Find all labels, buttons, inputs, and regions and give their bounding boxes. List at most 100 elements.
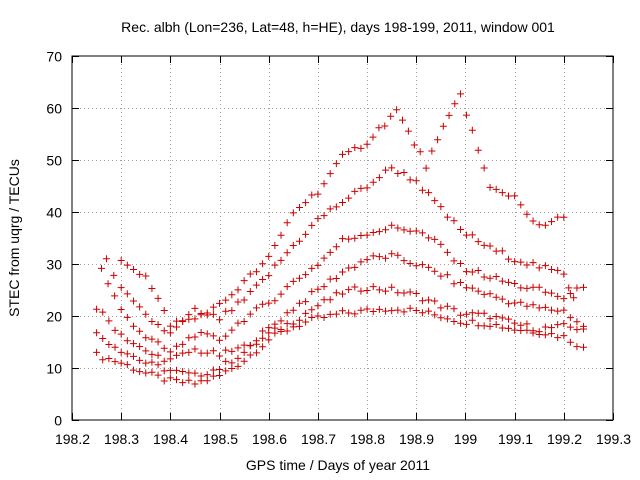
data-point: [400, 226, 408, 234]
data-point: [203, 371, 211, 379]
data-point: [326, 248, 334, 256]
data-point: [450, 305, 458, 313]
data-point: [148, 368, 156, 376]
data-point: [289, 277, 297, 285]
data-point: [486, 242, 494, 250]
data-point: [351, 263, 359, 271]
data-point: [246, 270, 254, 278]
data-point: [468, 231, 476, 239]
x-tick-label: 198.3: [104, 431, 139, 447]
data-point: [222, 357, 230, 365]
data-point: [468, 309, 476, 317]
data-point: [185, 369, 193, 377]
data-point: [123, 361, 131, 369]
data-point: [382, 287, 390, 295]
data-point: [560, 295, 568, 303]
data-point: [117, 330, 125, 338]
data-point: [412, 177, 420, 185]
data-point: [259, 300, 267, 308]
data-point: [439, 122, 447, 130]
data-point: [357, 144, 365, 152]
data-point: [209, 332, 217, 340]
data-point: [93, 329, 101, 337]
chart-title: Rec. albh (Lon=236, Lat=48, h=HE), days …: [121, 19, 555, 35]
data-point: [351, 234, 359, 242]
data-point: [185, 315, 193, 323]
y-tick-label: 70: [46, 49, 62, 65]
data-point: [295, 322, 303, 330]
data-point: [154, 338, 162, 346]
data-point: [320, 180, 328, 188]
data-point: [326, 205, 334, 213]
data-point: [394, 251, 402, 259]
data-point: [222, 346, 230, 354]
data-point: [129, 366, 137, 374]
data-point: [93, 348, 101, 356]
data-point: [222, 367, 230, 375]
data-point: [295, 299, 303, 307]
x-tick-label: 198.9: [399, 431, 434, 447]
data-point: [382, 254, 390, 262]
data-point: [480, 322, 488, 330]
x-tick-label: 198.4: [153, 431, 188, 447]
data-point: [129, 322, 137, 330]
data-point: [209, 310, 217, 318]
data-point: [314, 215, 322, 223]
data-point: [431, 297, 439, 305]
data-point: [517, 284, 525, 292]
data-point: [511, 326, 519, 334]
data-point: [179, 349, 187, 357]
data-point: [160, 367, 168, 375]
data-point: [179, 340, 187, 348]
data-point: [123, 313, 131, 321]
data-point: [375, 286, 383, 294]
data-point: [314, 190, 322, 198]
data-point: [283, 249, 291, 257]
data-point: [173, 323, 181, 331]
data-point: [375, 228, 383, 236]
data-point: [173, 342, 181, 350]
data-point: [142, 369, 150, 377]
data-point: [209, 366, 217, 374]
data-point: [271, 320, 279, 328]
data-point: [400, 289, 408, 297]
data-point: [357, 258, 365, 266]
data-point: [191, 304, 199, 312]
data-point: [431, 267, 439, 275]
data-point: [339, 290, 346, 298]
data-point: [548, 266, 556, 274]
data-point: [369, 228, 377, 236]
data-point: [252, 349, 260, 357]
data-point: [289, 320, 297, 328]
data-point: [412, 289, 420, 297]
data-point: [222, 332, 230, 340]
data-point: [554, 334, 562, 342]
data-point: [123, 290, 131, 298]
x-tick-label: 199: [454, 431, 478, 447]
data-point: [541, 262, 549, 270]
data-point: [437, 240, 445, 248]
data-point: [240, 357, 248, 365]
data-point: [416, 148, 424, 156]
data-point: [566, 290, 574, 298]
data-point: [394, 306, 402, 314]
data-point: [326, 296, 334, 304]
data-point: [406, 176, 414, 184]
data-point: [160, 307, 168, 315]
data-point: [492, 313, 500, 321]
data-point: [517, 298, 525, 306]
data-point: [480, 309, 488, 317]
data-point: [191, 345, 199, 353]
data-point: [179, 317, 187, 325]
data-point: [369, 308, 377, 316]
data-point: [443, 302, 451, 310]
data-point: [283, 327, 291, 335]
x-axis-label: GPS time / Days of year 2011: [246, 457, 430, 473]
data-point: [240, 318, 248, 326]
data-point: [451, 100, 459, 108]
data-point: [462, 111, 470, 119]
data-point: [457, 90, 465, 98]
data-point: [154, 351, 162, 359]
